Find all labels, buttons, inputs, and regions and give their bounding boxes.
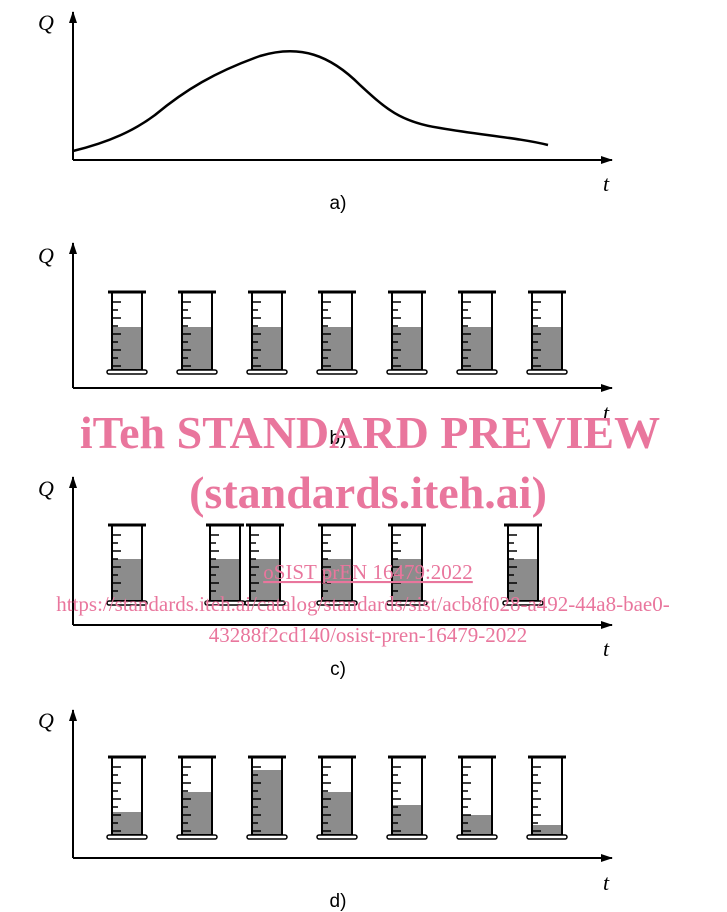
flow-curve [73,51,548,151]
watermark-document: oSIST prEN 16479:2022 [263,560,473,584]
cylinder-base [387,835,427,839]
y-axis-label: Q [38,10,54,35]
watermark-subtitle: (standards.iteh.ai) [189,467,547,518]
cylinder-fill [462,815,492,835]
x-axis-label: t [603,636,610,661]
cylinder-base [177,835,217,839]
cylinder-base [387,370,427,374]
panel-label: a) [330,193,347,214]
y-axis-label: Q [38,476,54,501]
cylinder-base [317,370,357,374]
cylinder-base [527,370,567,374]
y-axis-label: Q [38,243,54,268]
watermark-url: https://standards.iteh.ai/catalog/standa… [56,592,670,616]
watermark-title: iTeh STANDARD PREVIEW [80,407,660,458]
cylinder-base [177,370,217,374]
cylinder-base [107,370,147,374]
cylinder-base [317,835,357,839]
watermark-url: 43288f2cd140/osist-pren-16479-2022 [209,623,527,647]
x-axis-label: t [603,870,610,895]
cylinder-base [457,370,497,374]
cylinder-base [457,835,497,839]
panel-label: d) [330,891,347,912]
cylinder-base [107,835,147,839]
watermark: iTeh STANDARD PREVIEW (standards.iteh.ai… [56,407,670,647]
cylinder-base [247,835,287,839]
cylinder-base [527,835,567,839]
cylinder-fill [532,825,562,835]
panels: Qta)Qtb)Qtc)Qtd) [38,10,612,912]
cylinder-fill [252,770,282,835]
panel-label: c) [330,659,346,680]
cylinder-base [247,370,287,374]
figure: Qta)Qtb)Qtc)Qtd) iTeh STANDARD PREVIEW (… [0,0,727,912]
x-axis-label: t [603,171,610,196]
y-axis-label: Q [38,708,54,733]
